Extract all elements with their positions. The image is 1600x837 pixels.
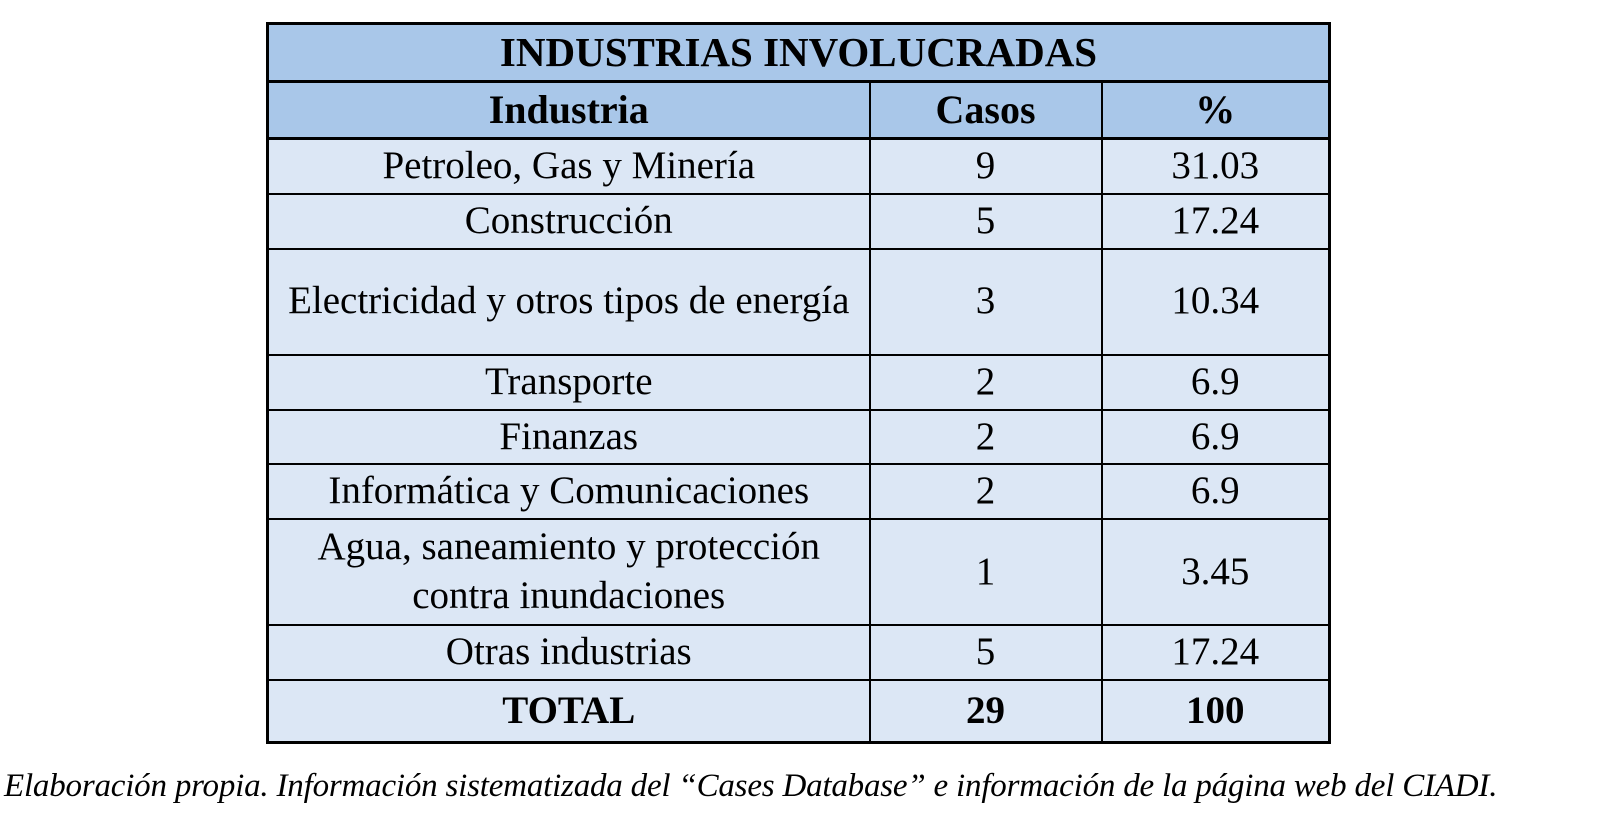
cell-cases: 5 [868, 193, 1103, 250]
industries-table: INDUSTRIAS INVOLUCRADAS Industria Casos … [266, 22, 1332, 745]
cell-percent: 10.34 [1100, 247, 1331, 356]
cell-cases: 9 [868, 137, 1103, 196]
cell-cases: 2 [868, 353, 1103, 411]
cell-cases: 2 [868, 408, 1103, 466]
table-row: Petroleo, Gas y Minería 9 31.03 [266, 137, 1331, 196]
cell-percent: 17.24 [1100, 193, 1331, 250]
table-total-row: TOTAL 29 100 [266, 678, 1331, 744]
cell-percent: 6.9 [1100, 463, 1331, 520]
cell-industry: Electricidad y otros tipos de energía [266, 247, 871, 356]
cell-percent: 6.9 [1100, 408, 1331, 466]
cell-cases: 2 [868, 463, 1103, 520]
cell-cases: 3 [868, 247, 1103, 356]
column-header-casos: Casos [868, 80, 1103, 141]
cell-industry: Petroleo, Gas y Minería [266, 137, 871, 196]
cell-percent: 3.45 [1100, 518, 1331, 626]
cell-percent: 31.03 [1100, 137, 1331, 196]
table-row: Otras industrias 5 17.24 [266, 624, 1331, 681]
table-row: Finanzas 2 6.9 [266, 408, 1331, 466]
table-title-row: INDUSTRIAS INVOLUCRADAS [266, 22, 1331, 84]
column-header-industria: Industria [266, 80, 871, 141]
table-row: Construcción 5 17.24 [266, 193, 1331, 250]
table-row: Transporte 2 6.9 [266, 353, 1331, 411]
cell-percent: 17.24 [1100, 624, 1331, 681]
cell-industry: Construcción [266, 193, 871, 250]
cell-cases: 5 [868, 624, 1103, 681]
table-title: INDUSTRIAS INVOLUCRADAS [266, 22, 1331, 84]
cell-industry: Transporte [266, 353, 871, 411]
cell-cases: 1 [868, 518, 1103, 626]
total-percent: 100 [1100, 678, 1331, 744]
table-row: Electricidad y otros tipos de energía 3 … [266, 247, 1331, 356]
cell-industry: Agua, saneamiento y protección contra in… [266, 518, 871, 626]
table-row: Informática y Comunicaciones 2 6.9 [266, 463, 1331, 520]
cell-industry: Otras industrias [266, 624, 871, 681]
table-header-row: Industria Casos % [266, 80, 1331, 141]
table-row: Agua, saneamiento y protección contra in… [266, 518, 1331, 626]
cell-percent: 6.9 [1100, 353, 1331, 411]
total-cases: 29 [868, 678, 1103, 744]
total-label: TOTAL [266, 678, 871, 744]
column-header-percent: % [1100, 80, 1331, 141]
cell-industry: Informática y Comunicaciones [266, 463, 871, 520]
cell-industry: Finanzas [266, 408, 871, 466]
source-caption: Elaboración propia. Información sistemat… [4, 768, 1498, 804]
